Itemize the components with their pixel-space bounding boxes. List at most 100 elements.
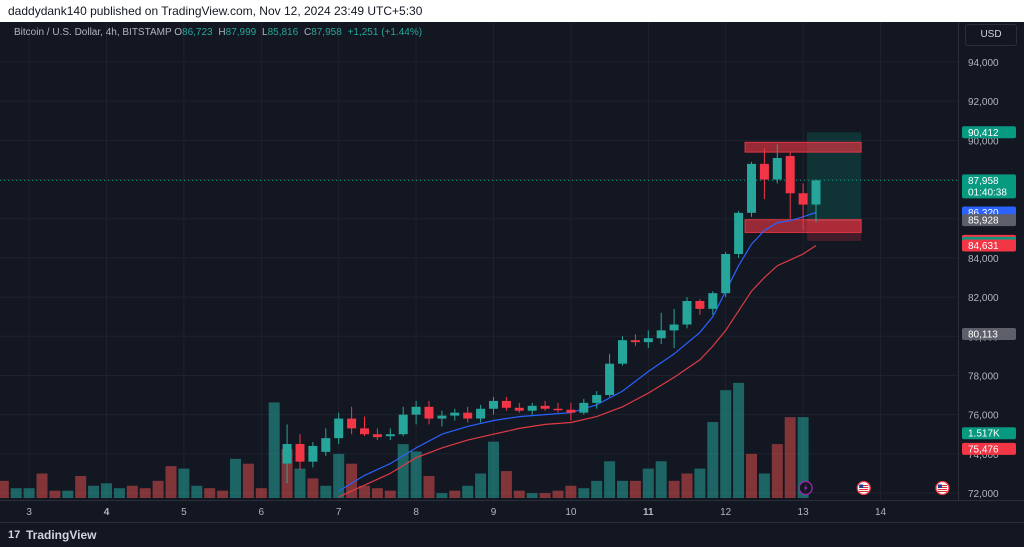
entry-price-label: 85,928 bbox=[962, 214, 1016, 227]
volume-bar bbox=[88, 485, 100, 498]
x-tick-label: 3 bbox=[26, 507, 32, 518]
candle-body bbox=[605, 363, 615, 396]
volume-bar bbox=[681, 473, 693, 498]
volume-bar bbox=[797, 417, 809, 498]
low-value: 85,816 bbox=[267, 27, 299, 38]
volume-bar bbox=[397, 444, 409, 498]
volume-bar bbox=[217, 490, 229, 498]
entry-price-label-text: 85,928 bbox=[968, 216, 999, 227]
volume-bar bbox=[604, 461, 616, 498]
target-price-label: 90,412 bbox=[962, 126, 1016, 139]
volume-bar bbox=[178, 468, 190, 498]
candle-body bbox=[308, 445, 318, 462]
candle-body bbox=[708, 293, 718, 309]
volume-bar bbox=[384, 490, 396, 498]
ema-slow-label-bg bbox=[962, 239, 1016, 252]
volume-bar bbox=[359, 485, 370, 498]
open-label: O bbox=[174, 27, 183, 38]
volume-bar bbox=[720, 390, 732, 498]
candle-body bbox=[372, 434, 382, 438]
tradingview-logo-icon[interactable]: 17 bbox=[8, 529, 21, 541]
volume-bar bbox=[410, 451, 422, 498]
volume-bar bbox=[23, 488, 35, 498]
volume-bar bbox=[565, 485, 577, 498]
candle-body bbox=[282, 444, 292, 464]
x-tick-label: 9 bbox=[491, 507, 497, 518]
x-tick-label: 14 bbox=[875, 507, 887, 518]
close-value: 87,958 bbox=[311, 27, 342, 38]
volume-bar bbox=[629, 480, 641, 498]
target-price-label-bg bbox=[962, 126, 1016, 139]
high-value: 87,999 bbox=[225, 27, 257, 38]
volume-bar bbox=[152, 480, 164, 498]
candle-body bbox=[695, 301, 705, 309]
low-label: L bbox=[262, 27, 268, 38]
volume-bar bbox=[268, 402, 280, 498]
volume-bar bbox=[49, 490, 61, 498]
x-tick-label: 8 bbox=[413, 507, 419, 518]
volume-bar bbox=[126, 485, 138, 498]
candle-body bbox=[721, 253, 731, 294]
volume-bar bbox=[75, 475, 87, 498]
volume-bar bbox=[165, 466, 177, 498]
candle-body bbox=[347, 418, 357, 429]
ema-slow-line bbox=[338, 244, 817, 498]
volume-ma-label-bg bbox=[962, 442, 1016, 455]
currency-button[interactable]: USD bbox=[965, 24, 1017, 46]
volume-bar bbox=[346, 463, 358, 498]
last-price-label-bg bbox=[962, 174, 1016, 199]
volume-bar bbox=[320, 485, 332, 498]
candle-body bbox=[785, 156, 795, 194]
volume-bar bbox=[668, 480, 680, 498]
candle-body bbox=[360, 428, 369, 435]
y-tick-label: 74,000 bbox=[968, 450, 999, 461]
volume-bar bbox=[578, 488, 590, 498]
open-value: 86,723 bbox=[182, 27, 213, 38]
candle-body bbox=[669, 324, 679, 331]
x-tick-label: 4 bbox=[104, 507, 110, 518]
volume-bar bbox=[62, 490, 74, 498]
volume-bar bbox=[436, 493, 448, 498]
candle-body bbox=[798, 193, 808, 205]
flag-canton bbox=[859, 484, 864, 488]
volume-bar bbox=[36, 473, 48, 498]
volume-bar bbox=[139, 488, 151, 498]
volume-bar bbox=[0, 480, 9, 498]
x-tick-label: 7 bbox=[336, 507, 342, 518]
volume-bar bbox=[462, 485, 474, 498]
candle-body bbox=[630, 340, 640, 343]
candle-body bbox=[579, 402, 589, 413]
candle-body bbox=[811, 180, 821, 205]
volume-bar bbox=[733, 382, 745, 498]
candle-body bbox=[463, 412, 473, 419]
volume-bar bbox=[191, 485, 203, 498]
publish-info: daddydank140 published on TradingView.co… bbox=[8, 4, 423, 18]
price-chart[interactable]: 94,00092,00090,00088,00086,00084,00082,0… bbox=[0, 22, 1024, 522]
candle-body bbox=[501, 400, 511, 408]
flag-stripe bbox=[937, 487, 947, 488]
candle-body bbox=[734, 212, 744, 254]
y-tick-label: 76,000 bbox=[968, 411, 999, 422]
volume-bar bbox=[204, 488, 216, 498]
volume-ma-label-text: 75,476 bbox=[968, 444, 999, 455]
volume-bar bbox=[475, 473, 487, 498]
y-tick-label: 78,000 bbox=[968, 371, 999, 382]
volume-label-bg bbox=[962, 427, 1016, 440]
candle-body bbox=[527, 405, 537, 411]
volume-bar bbox=[242, 463, 254, 498]
candle-body bbox=[489, 400, 498, 409]
lightning-glyph bbox=[803, 484, 808, 492]
footer-bar: 17 TradingView bbox=[0, 522, 1024, 547]
candle-body bbox=[553, 408, 563, 411]
candle-body bbox=[514, 407, 524, 411]
x-tick-label: 10 bbox=[565, 507, 577, 518]
candle-body bbox=[592, 395, 602, 403]
candle-body bbox=[747, 163, 756, 213]
volume-label-text: 1.517K bbox=[968, 429, 1000, 440]
volume-bar bbox=[642, 468, 654, 498]
volume-bar bbox=[591, 480, 603, 498]
brand-label: TradingView bbox=[26, 528, 97, 542]
volume-bar bbox=[371, 488, 383, 498]
volume-bar bbox=[113, 488, 125, 498]
